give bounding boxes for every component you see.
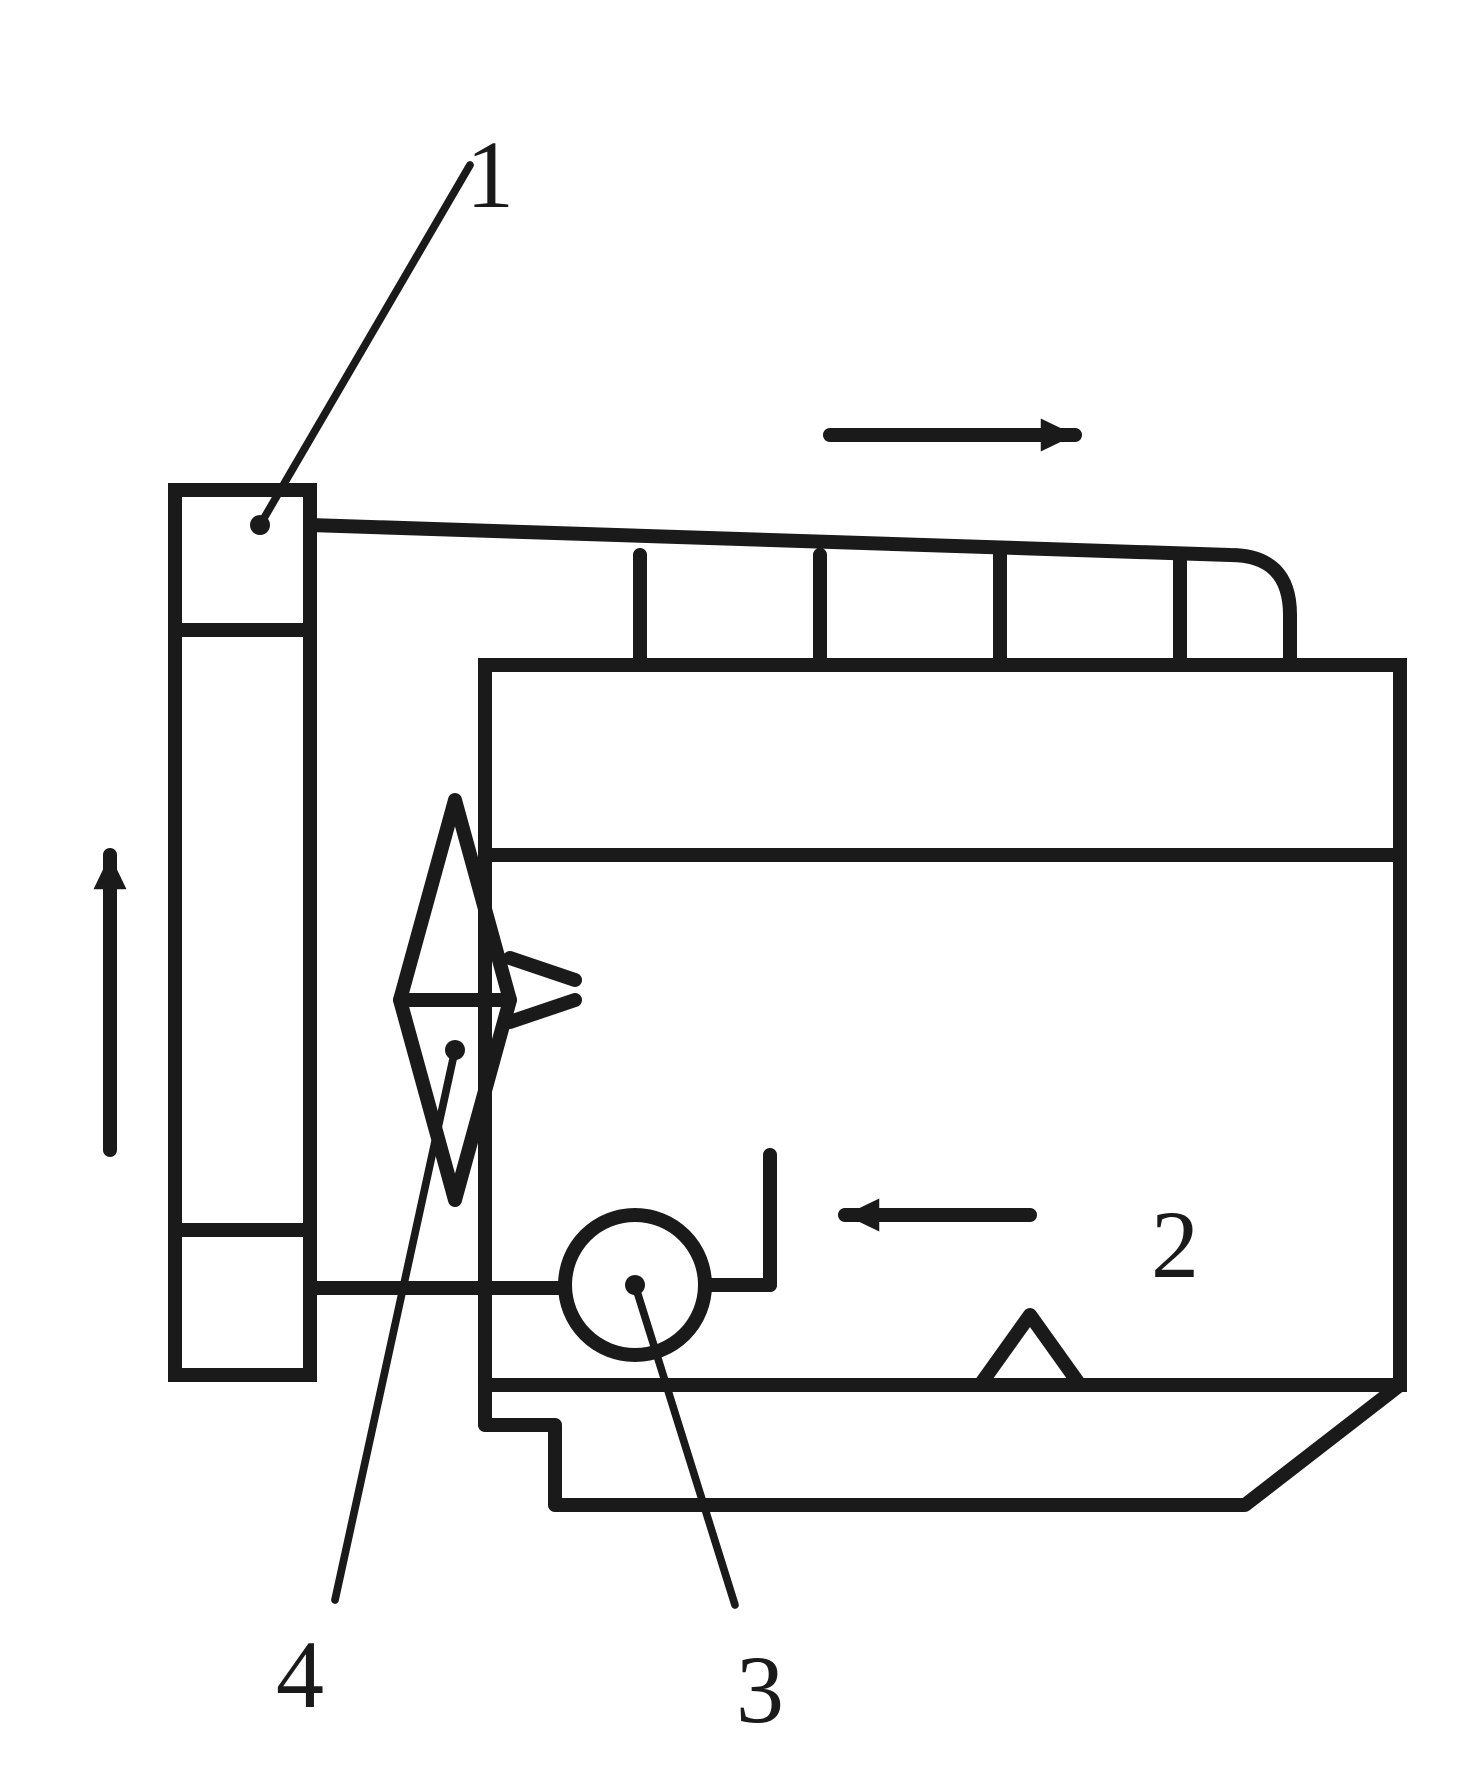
- support-triangle: [980, 1315, 1080, 1385]
- label-1: 1: [466, 121, 514, 228]
- radiator: [175, 490, 310, 1375]
- label-3: 3: [736, 1636, 784, 1743]
- oil-sump: [485, 1385, 1400, 1505]
- leader-4: [335, 1050, 455, 1600]
- upper-hose: [310, 525, 1290, 665]
- label-2: 2: [1151, 1191, 1199, 1298]
- label-4: 4: [276, 1621, 324, 1728]
- schematic-diagram: 1 2 3 4: [0, 0, 1480, 1768]
- engine-block: [485, 665, 1400, 1385]
- leader-1: [260, 165, 470, 525]
